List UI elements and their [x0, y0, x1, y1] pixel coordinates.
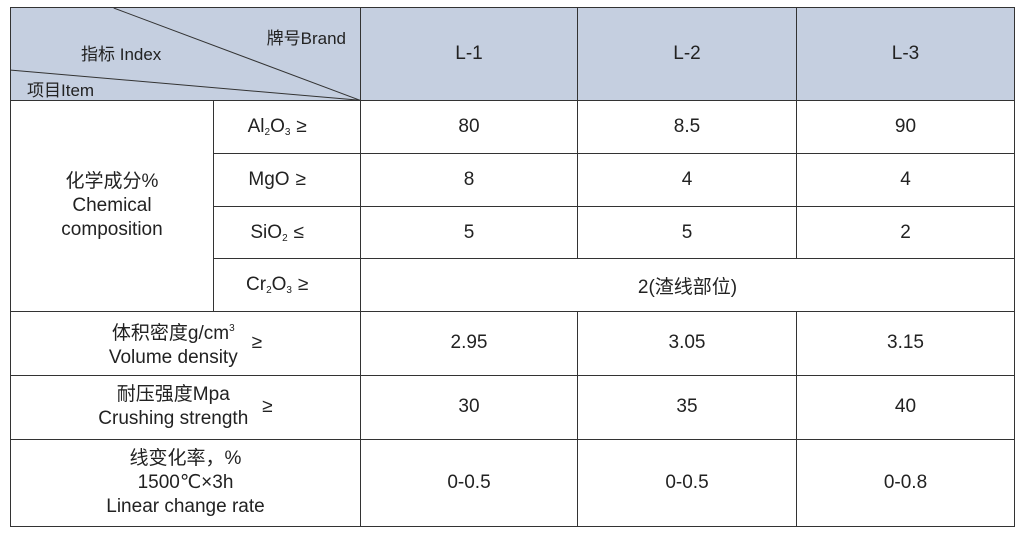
value-cr2o3-merged: 2(渣线部位) — [360, 258, 1015, 313]
value-linear-change-l3: 0-0.8 — [796, 438, 1015, 528]
value-mgo-l1: 8 — [360, 152, 578, 207]
brand-header-l2: L-2 — [577, 6, 797, 102]
value-volume-density-l1: 2.95 — [360, 311, 578, 376]
sign-sio2: ≤ — [293, 221, 305, 243]
brand-label: 牌号Brand — [266, 29, 346, 48]
component-al2o3: Al2O3 ≥ — [213, 100, 361, 154]
value-crushing-strength-l1: 30 — [360, 374, 578, 440]
row-cr2o3: Cr2O3 ≥ 2(渣线部位) — [11, 258, 1015, 313]
row-linear-change: 线变化率，% 1500℃×3h Linear change rate 0-0.5… — [10, 438, 1015, 528]
row-volume-density: 体积密度g/cm3 Volume density ≥ 2.95 3.05 3.1… — [10, 311, 1015, 376]
sign-cr2o3: ≥ — [297, 274, 309, 296]
value-sio2-l2: 5 — [577, 205, 797, 260]
value-volume-density-l2: 3.05 — [577, 311, 797, 376]
crushing-strength-sign: ≥ — [262, 396, 273, 418]
crushing-strength-label-en: Crushing strength — [98, 408, 249, 430]
row-crushing-strength: 耐压强度Mpa Crushing strength ≥ 30 35 40 — [10, 374, 1015, 440]
component-cr2o3: Cr2O3 ≥ — [213, 258, 361, 313]
linear-change-label-cn: 线变化率，% — [129, 447, 242, 469]
sign-mgo: ≥ — [295, 168, 307, 190]
row-al2o3: 化学成分% Chemical composition Al2O3 ≥ 80 8.5… — [10, 100, 1015, 313]
row-sio2: SiO2 ≤ 5 5 2 — [11, 205, 1015, 260]
linear-change-label-en: Linear change rate — [106, 495, 265, 517]
linear-change-label-cell: 线变化率，% 1500℃×3h Linear change rate — [10, 438, 361, 528]
brand-header-l1: L-1 — [360, 6, 578, 102]
component-sio2: SiO2 ≤ — [213, 205, 361, 260]
value-linear-change-l2: 0-0.5 — [577, 438, 797, 528]
volume-density-label-en: Volume density — [108, 346, 238, 368]
crushing-strength-label-cn: 耐压强度Mpa — [116, 384, 230, 406]
value-mgo-l3: 4 — [796, 152, 1015, 207]
brand-header-l3: L-3 — [796, 6, 1015, 102]
value-al2o3-l3: 90 — [796, 100, 1015, 154]
volume-density-label-cell: 体积密度g/cm3 Volume density ≥ — [10, 311, 361, 376]
chemical-composition-label-cell: 化学成分% Chemical composition — [10, 100, 214, 313]
chemical-label-cn: 化学成分% — [65, 171, 159, 193]
corner-header-cell: 指标 Index 牌号Brand 项目Item — [10, 6, 361, 102]
item-label: 项目Item — [27, 81, 95, 100]
value-al2o3-l1: 80 — [360, 100, 578, 154]
spec-table: 指标 Index 牌号Brand 项目Item L-1 L-2 L-3 化学成分… — [10, 6, 1015, 528]
value-linear-change-l1: 0-0.5 — [360, 438, 578, 528]
value-sio2-l3: 2 — [796, 205, 1015, 260]
header-row: 指标 Index 牌号Brand 项目Item L-1 L-2 L-3 — [10, 6, 1015, 102]
value-volume-density-l3: 3.15 — [796, 311, 1015, 376]
crushing-strength-label-cell: 耐压强度Mpa Crushing strength ≥ — [10, 374, 361, 440]
value-al2o3-l2: 8.5 — [577, 100, 797, 154]
value-mgo-l2: 4 — [577, 152, 797, 207]
component-mgo: MgO ≥ — [213, 152, 361, 207]
chemical-label-en-1: Chemical — [72, 195, 152, 217]
value-sio2-l1: 5 — [360, 205, 578, 260]
index-label: 指标 Index — [81, 45, 162, 64]
volume-density-label-cn: 体积密度g/cm3 — [111, 322, 235, 344]
chemical-label-en-2: composition — [61, 219, 163, 241]
linear-change-label-cond: 1500℃×3h — [137, 471, 234, 493]
value-crushing-strength-l3: 40 — [796, 374, 1015, 440]
diagonal-lines — [11, 8, 360, 101]
sign-al2o3: ≥ — [296, 116, 307, 138]
volume-density-sign: ≥ — [251, 332, 263, 354]
value-crushing-strength-l2: 35 — [577, 374, 797, 440]
